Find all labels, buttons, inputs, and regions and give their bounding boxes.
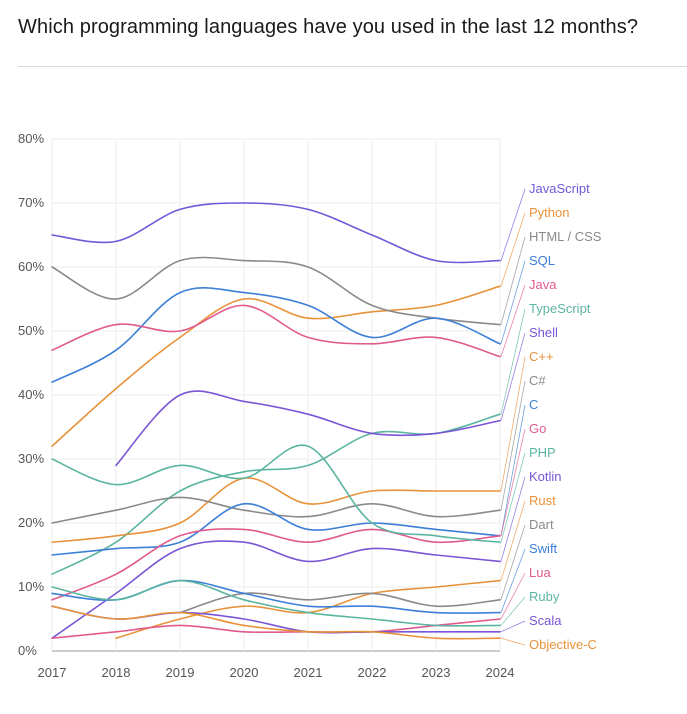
legend-label-scala: Scala [529,613,562,628]
legend-leader-go [500,428,526,536]
series-line-java [51,304,501,358]
series-line-lua [51,618,501,639]
series-line-python [51,285,501,447]
series-lines [51,202,501,640]
legend-label-java: Java [529,277,557,292]
legend-leader-c [500,404,526,536]
series-line-typescript [51,413,501,575]
series-line-cplusplus [51,477,501,543]
series-line-kotlin [51,540,501,639]
x-tick-label: 2021 [294,665,323,680]
x-tick-label: 2020 [230,665,259,680]
legend-leader-shell [500,332,526,421]
y-tick-label: 0% [18,643,37,658]
series-line-shell [115,390,501,467]
series-line-javascript [51,202,501,264]
legend-leader-objective-c [500,637,526,646]
series-line-sql [51,287,501,383]
y-tick-label: 80% [18,131,44,146]
legend-leader-typescript [500,308,526,415]
legend-leader-ruby [500,596,526,626]
x-tick-label: 2024 [486,665,515,680]
legend-leader-php [500,452,526,543]
y-tick-label: 20% [18,515,44,530]
legend-label-sql: SQL [529,253,555,268]
x-tick-label: 2022 [358,665,387,680]
legend-label-cplusplus: C++ [529,349,554,364]
legend-label-objective-c: Objective-C [529,637,597,652]
x-tick-label: 2017 [38,665,67,680]
x-axis-ticks: 2017 2018 2019 2020 2021 2022 2023 2024 [38,665,515,680]
y-tick-label: 40% [18,387,44,402]
legend-label-rust: Rust [529,493,556,508]
page-title: Which programming languages have you use… [18,16,639,38]
legend-leader-cplusplus [500,356,526,492]
series-line-go [51,528,501,601]
x-tick-label: 2023 [422,665,451,680]
legend-label-shell: Shell [529,325,558,340]
y-tick-label: 70% [18,195,44,210]
x-tick-label: 2018 [102,665,131,680]
legend-leader-scala [500,620,526,633]
legend-label-kotlin: Kotlin [529,469,562,484]
y-tick-label: 50% [18,323,44,338]
legend-leader-kotlin [500,476,526,562]
legend-leader-lua [500,572,526,620]
legend-leader-swift [500,548,526,613]
legend-leaders [500,188,526,646]
series-line-csharp [51,496,501,524]
series-line-php [51,444,501,543]
legend-leader-csharp [500,380,526,511]
legend-leader-rust [500,500,526,581]
legend-label-php: PHP [529,445,556,460]
legend-label-go: Go [529,421,546,436]
legend-label-swift: Swift [529,541,558,556]
series-line-dart [179,592,501,614]
legend-label-csharp: C# [529,373,546,388]
legend: JavaScript Python HTML / CSS SQL Java TypeScr… [529,181,602,652]
legend-label-typescript: TypeScript [529,301,591,316]
legend-label-dart: Dart [529,517,554,532]
legend-label-python: Python [529,205,569,220]
x-tick-label: 2019 [166,665,195,680]
y-tick-label: 30% [18,451,44,466]
legend-leader-javascript [500,188,526,261]
legend-leader-java [500,284,526,357]
y-tick-label: 60% [18,259,44,274]
y-axis-ticks: 0% 10% 20% 30% 40% 50% 60% 70% 80% [18,131,44,658]
legend-label-html-css: HTML / CSS [529,229,602,244]
legend-leader-sql [500,260,526,344]
series-line-c [51,502,501,556]
series-line-html-css [51,256,501,326]
legend-leader-python [500,212,526,287]
title-divider [18,66,687,67]
series-line-ruby [51,579,501,627]
series-line-objective-c [51,605,501,640]
legend-leader-html-css [500,236,526,325]
legend-label-ruby: Ruby [529,589,560,604]
legend-leader-dart [500,524,526,600]
legend-label-javascript: JavaScript [529,181,590,196]
legend-label-c: C [529,397,538,412]
y-tick-label: 10% [18,579,44,594]
legend-label-lua: Lua [529,565,551,580]
series-line-swift [51,579,501,614]
grid [51,138,501,652]
